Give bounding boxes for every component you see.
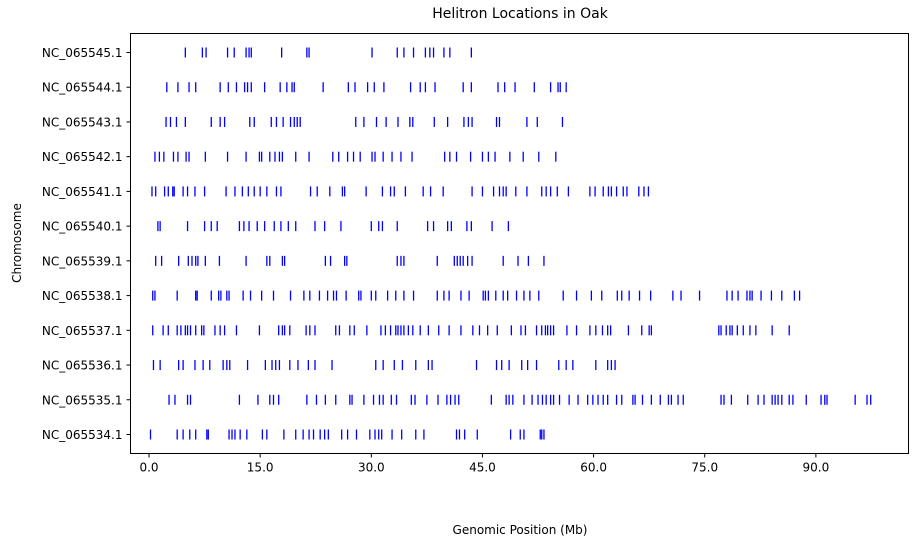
- x-tick-label: 45.0: [469, 461, 496, 475]
- x-tick-label: 90.0: [803, 461, 830, 475]
- helitron-marks: [149, 47, 872, 440]
- plot-frame: [130, 33, 909, 454]
- y-axis: NC_065545.1 NC_065544.1 NC_065543.1 NC_0655…: [42, 46, 131, 442]
- x-axis: 0.0 15.0 30.0 45.0 60.0 75.0 90.0: [139, 453, 830, 475]
- x-tick-label: 75.0: [691, 461, 718, 475]
- y-tick-label: NC_065543.1: [42, 115, 123, 129]
- chart-title: Helitron Locations in Oak: [432, 6, 609, 22]
- x-tick-label: 0.0: [139, 461, 158, 475]
- y-tick-label: NC_065540.1: [42, 220, 123, 234]
- y-tick-label: NC_065537.1: [42, 324, 123, 338]
- y-tick-label: NC_065534.1: [42, 428, 123, 442]
- x-tick-label: 60.0: [580, 461, 607, 475]
- y-tick-label: NC_065542.1: [42, 150, 123, 164]
- x-tick-label: 30.0: [358, 461, 385, 475]
- y-tick-label: NC_065545.1: [42, 46, 123, 60]
- y-axis-label: Chromosome: [10, 203, 24, 283]
- y-tick-label: NC_065538.1: [42, 289, 123, 303]
- y-tick-label: NC_065541.1: [42, 185, 123, 199]
- y-tick-label: NC_065535.1: [42, 393, 123, 407]
- x-axis-label: Genomic Position (Mb): [453, 523, 588, 537]
- y-tick-label: NC_065536.1: [42, 359, 123, 373]
- x-tick-label: 15.0: [247, 461, 274, 475]
- y-tick-label: NC_065544.1: [42, 81, 123, 95]
- y-tick-label: NC_065539.1: [42, 254, 123, 268]
